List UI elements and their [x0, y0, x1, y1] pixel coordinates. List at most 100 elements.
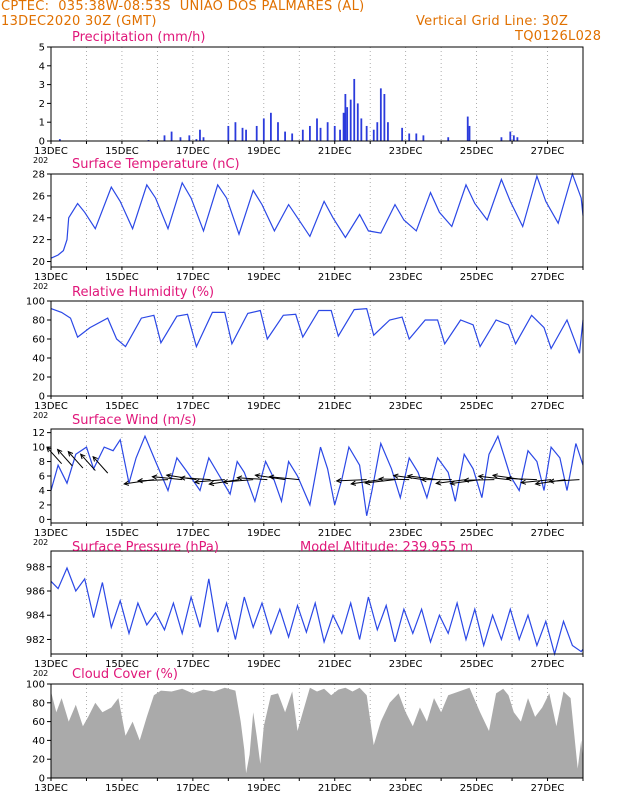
precip-bar: [284, 131, 286, 141]
precip-bar: [401, 127, 404, 141]
precip-bar: [353, 78, 356, 141]
wind-arrow-head: [236, 475, 243, 481]
precip-bar: [234, 122, 237, 141]
precip-title: Precipitation (mm/h): [72, 30, 205, 45]
wind-arrow-head: [123, 480, 130, 486]
pressure-title: Surface Pressure (hPa): [72, 540, 219, 555]
temp-x-tick-label: 15DEC: [105, 272, 139, 283]
rh-x-tick-label: 25DEC: [460, 401, 494, 412]
pressure-x-tick-label: 27DEC: [531, 659, 565, 670]
precip-bar: [466, 116, 469, 141]
wind-arrow: [237, 477, 268, 481]
precip-bar: [447, 137, 450, 141]
precip-bar: [269, 112, 272, 141]
cloud-area: [51, 687, 583, 778]
rh-x-tick-label: 27DEC: [531, 401, 565, 412]
rh-title: Relative Humidity (%): [72, 285, 214, 300]
precip-bar: [376, 122, 379, 141]
temp-y-tick-label: 22: [32, 235, 45, 246]
precip-bar: [179, 137, 182, 141]
precip-bar: [301, 129, 304, 141]
wind-arrow-head: [136, 478, 143, 484]
rh-x-tick-label: 15DEC: [105, 401, 139, 412]
wind-arrow-head: [67, 450, 74, 457]
wind-x-tick-label: 19DEC: [247, 528, 281, 539]
pressure-y-tick-label: 986: [26, 586, 45, 597]
precip-bar: [188, 135, 191, 141]
wind-arrow-head: [406, 473, 413, 480]
cloud-x-tick-label: 17DEC: [176, 783, 210, 794]
cloud-y-tick-label: 20: [32, 755, 45, 766]
pressure-x-year-label: 202: [33, 669, 48, 678]
rh-series-line: [50, 307, 584, 354]
wind-x-tick-label: 13DEC: [34, 528, 68, 539]
wind-arrow-head: [449, 480, 456, 486]
rh-y-tick-label: 20: [32, 373, 45, 384]
wind-arrow: [549, 479, 580, 482]
wind-arrow-head: [350, 480, 357, 486]
wind-arrow-head: [79, 453, 86, 460]
cloud-title: Cloud Cover (%): [72, 667, 178, 682]
precip-frame: [50, 46, 584, 142]
precip-bar: [195, 139, 198, 141]
wind-y-tick-label: 0: [39, 515, 45, 526]
temp-x-tick-label: 25DEC: [460, 272, 494, 283]
cloud-y-tick-label: 60: [32, 717, 45, 728]
wind-y-tick-label: 2: [39, 500, 45, 511]
precip-x-tick-label: 23DEC: [389, 146, 423, 157]
cloud-x-tick-label: 27DEC: [531, 783, 565, 794]
wind-arrow-head: [254, 473, 261, 479]
precip-bar: [58, 139, 61, 141]
cloud-y-tick-label: 0: [39, 774, 45, 785]
precip-bar: [383, 94, 386, 141]
header-station: CPTEC: 035:38W-08:53S UNIAO DOS PALMARES…: [1, 0, 365, 14]
wind-arrow-head: [193, 479, 200, 485]
temp-x-tick-label: 13DEC: [34, 272, 68, 283]
precip-bar: [512, 135, 515, 141]
wind-arrow: [46, 446, 63, 465]
wind-arrow-head: [222, 479, 229, 485]
precip-bar: [202, 137, 205, 141]
wind-arrow: [92, 456, 109, 474]
temp-title: Surface Temperature (nC): [72, 157, 240, 172]
wind-x-tick-label: 23DEC: [389, 528, 423, 539]
wind-y-tick-label: 8: [39, 457, 45, 468]
wind-series-line: [50, 434, 584, 516]
temp-x-tick-label: 27DEC: [531, 272, 565, 283]
precip-x-tick-label: 25DEC: [460, 146, 494, 157]
header-run-time: 13DEC2020 30Z (GMT): [1, 14, 157, 29]
cloud-frame: [50, 683, 584, 779]
header-model-code: TQ0126L028: [515, 29, 602, 44]
wind-arrow: [67, 451, 84, 469]
wind-x-tick-label: 27DEC: [531, 528, 565, 539]
temp-y-tick-label: 20: [32, 257, 45, 268]
wind-x-tick-label: 21DEC: [318, 528, 352, 539]
pressure-series-line: [50, 566, 584, 657]
wind-arrow: [379, 478, 410, 481]
precip-bar: [415, 133, 418, 141]
temp-x-year-label: 202: [33, 282, 48, 291]
wind-arrow-head: [392, 473, 399, 479]
precip-x-tick-label: 15DEC: [105, 146, 139, 157]
cloud-x-tick-label: 21DEC: [318, 783, 352, 794]
precip-bar: [316, 118, 318, 141]
wind-arrow: [351, 479, 381, 485]
wind-arrow-head: [208, 480, 215, 487]
precip-bar: [360, 118, 363, 141]
wind-arrow-head: [56, 448, 63, 455]
wind-arrow-head: [364, 479, 371, 486]
rh-x-tick-label: 23DEC: [389, 401, 423, 412]
pressure-y-tick-label: 988: [26, 562, 45, 573]
cloud-x-tick-label: 25DEC: [460, 783, 494, 794]
pressure-subtitle: Model Altitude: 239.955 m: [300, 540, 473, 555]
precip-bar: [344, 94, 347, 141]
pressure-y-tick-label: 984: [26, 611, 45, 622]
temp-x-tick-label: 21DEC: [318, 272, 352, 283]
precip-bar: [468, 125, 471, 141]
rh-y-tick-label: 0: [39, 392, 45, 403]
precip-bar: [379, 88, 382, 141]
wind-arrow: [138, 479, 169, 482]
precip-bar: [408, 133, 411, 141]
rh-y-tick-label: 60: [32, 335, 45, 346]
